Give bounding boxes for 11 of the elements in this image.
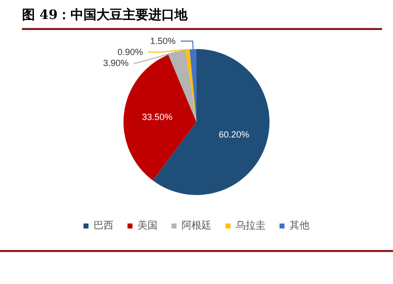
data-label: 3.90% — [103, 58, 129, 68]
legend-label: 巴西 — [94, 220, 114, 232]
legend-label: 阿根廷 — [182, 220, 212, 232]
data-label: 0.90% — [117, 47, 144, 58]
legend-label: 乌拉圭 — [236, 220, 266, 232]
legend-label: 其他 — [290, 220, 310, 232]
data-label: 60.20% — [218, 129, 250, 140]
data-label: 1.50% — [150, 36, 176, 46]
data-label: 33.50% — [142, 112, 173, 122]
chart-title: 图 49：中国大豆主要进口地 — [22, 6, 382, 30]
legend-label: 美国 — [138, 220, 158, 232]
